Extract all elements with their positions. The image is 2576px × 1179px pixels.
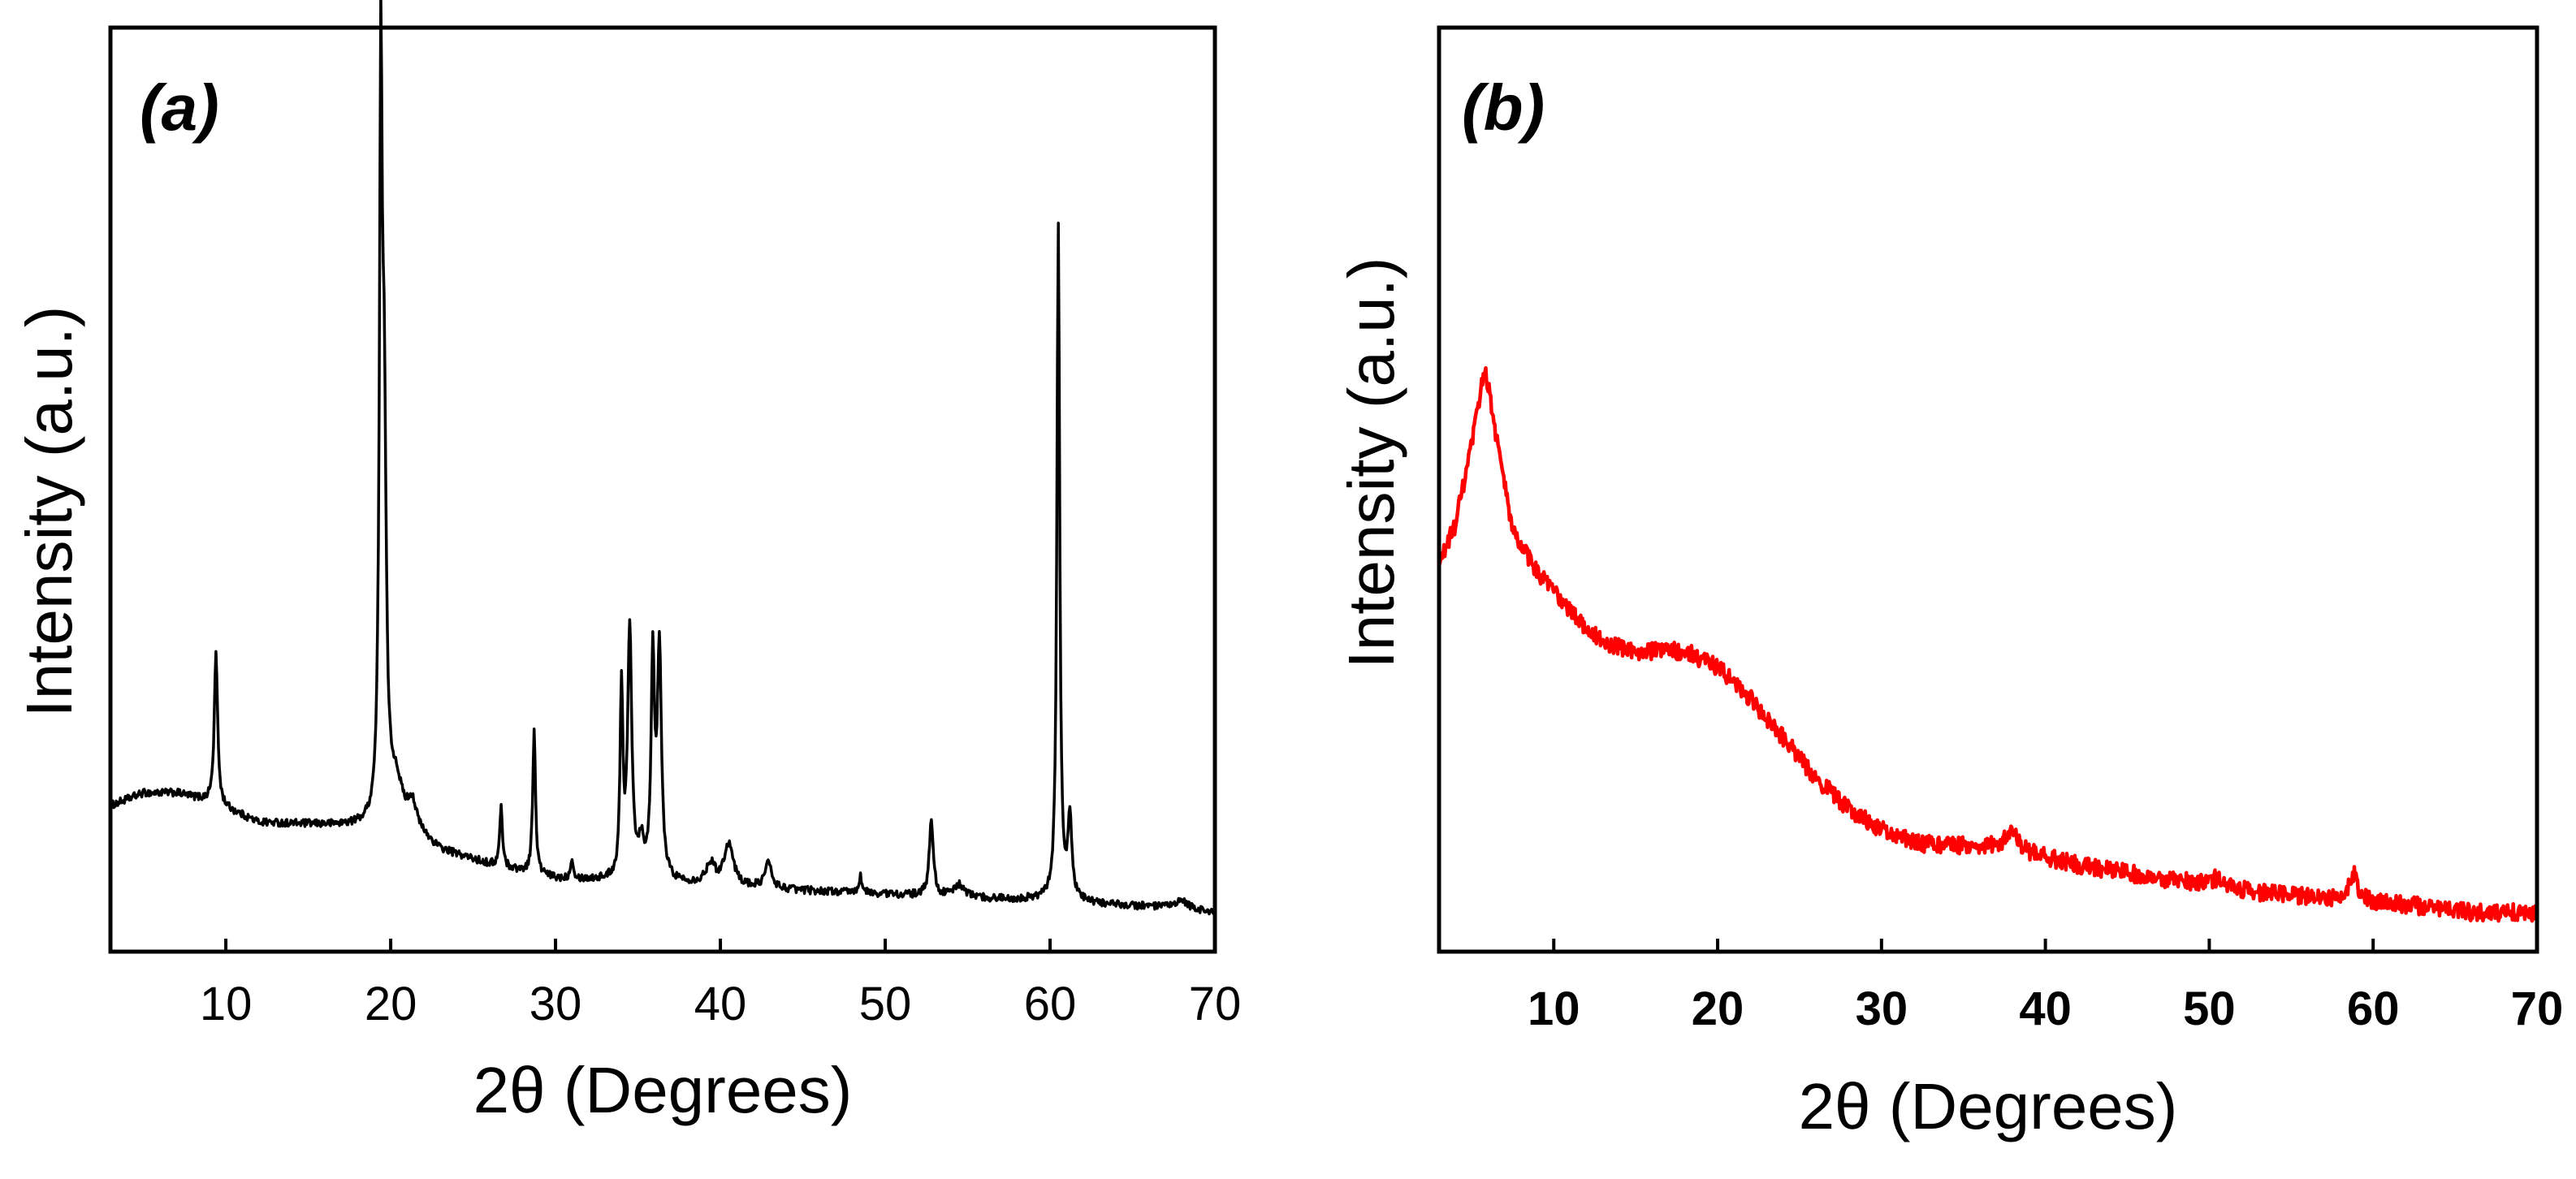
x-tick-label: 60	[2347, 982, 2400, 1035]
y-axis-title-b: Intensity (a.u.)	[1335, 257, 1407, 669]
plot-frame-a	[108, 25, 1217, 954]
panel-label-a: (a)	[140, 71, 219, 144]
chart-panel-a: (a) 10 20 30 40 50 60 70 2θ (Degrees) Intensit…	[13, 0, 1241, 1126]
plot-frame-b	[1437, 25, 2539, 954]
x-axis-ticks-a: 10 20 30 40 50 60 70	[200, 939, 1241, 1030]
x-tick-label: 50	[2183, 982, 2236, 1035]
data-series-a	[109, 0, 1217, 916]
x-tick-label: 40	[694, 978, 747, 1030]
x-tick-label: 30	[1856, 982, 1908, 1035]
x-tick-label: 10	[1528, 982, 1580, 1035]
x-tick-label: 70	[2511, 982, 2564, 1035]
x-axis-title-b: 2θ (Degrees)	[1799, 1070, 2178, 1142]
y-axis-title-a: Intensity (a.u.)	[13, 306, 85, 718]
x-tick-label: 40	[2019, 982, 2072, 1035]
x-axis-title-a: 2θ (Degrees)	[473, 1054, 853, 1126]
panel-label-b: (b)	[1462, 71, 1545, 144]
x-axis-ticks-b: 10 20 30 40 50 60 70	[1528, 939, 2563, 1035]
x-tick-label: 70	[1189, 978, 1242, 1030]
x-tick-label: 60	[1024, 978, 1077, 1030]
series-line-pattern-a	[109, 0, 1217, 916]
x-tick-label: 20	[1692, 982, 1744, 1035]
series-line-pattern-b	[1437, 365, 2539, 923]
x-tick-label: 30	[529, 978, 582, 1030]
chart-panel-b: (b) 10 20 30 40 50 60 70 2θ (Degrees) Intensit…	[1335, 25, 2563, 1142]
x-tick-label: 10	[200, 978, 253, 1030]
data-series-b	[1437, 365, 2539, 923]
x-tick-label: 50	[859, 978, 912, 1030]
x-tick-label: 20	[365, 978, 417, 1030]
